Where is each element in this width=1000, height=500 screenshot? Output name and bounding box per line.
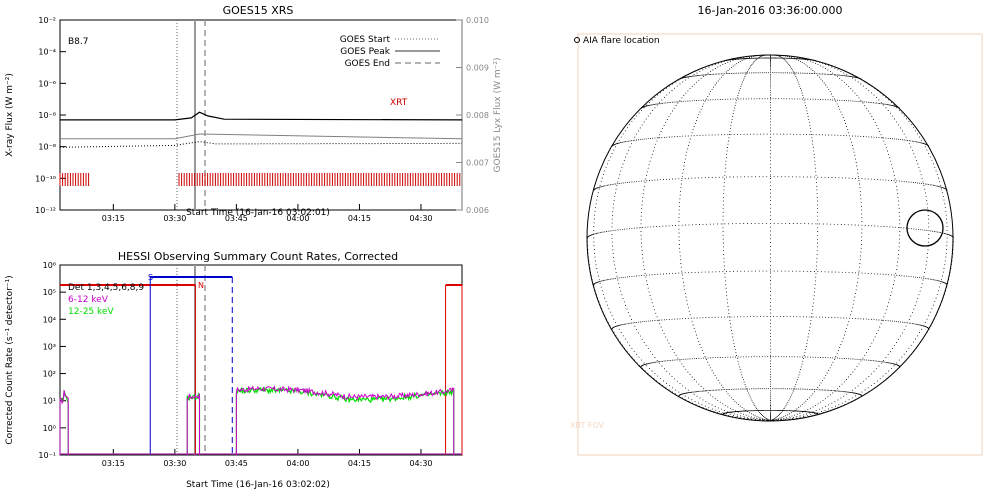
hessi-12-25kev-series xyxy=(59,386,462,455)
goes-right-tick-label: 0.006 xyxy=(466,206,489,215)
hessi-plot-frame xyxy=(59,264,463,456)
hessi-y-tick-label: 10¹ xyxy=(43,397,56,406)
hessi-y-tick-label: 10⁶ xyxy=(43,261,56,270)
hessi-flags xyxy=(60,276,463,455)
aia-legend-label: AIA flare location xyxy=(583,36,660,46)
hessi-6-12kev-series xyxy=(59,385,462,455)
hessi-legend: Det 1,3,4,5,6,8,9 6-12 keV 12-25 keV xyxy=(68,283,144,317)
goes-legend: GOES Start GOES Peak GOES End xyxy=(340,35,440,69)
goes-xrs-short-series xyxy=(59,141,463,148)
goes-x-axis: 03:15 03:30 03:45 04:00 04:15 04:30 xyxy=(102,204,433,223)
x-tick-label: 03:15 xyxy=(102,214,125,223)
goes-left-axis-label: X-ray Flux (W m⁻²) xyxy=(5,73,15,157)
hessi-y-axis-label: Corrected Count Rate (s⁻¹ detector⁻¹) xyxy=(5,275,15,444)
goes-right-tick-label: 0.007 xyxy=(466,159,489,168)
hessi-y-tick-label: 10⁻¹ xyxy=(38,451,56,460)
goes-class-label: B8.7 xyxy=(68,37,89,47)
goes-panel: GOES15 XRS 10⁻² 10⁻⁴ 10⁻⁶ 10⁻⁸ 10⁻⁸ 10⁻¹⁰ 10⁻¹… xyxy=(5,4,503,223)
x-tick-label: 03:45 xyxy=(225,459,248,468)
solar-grid-dots xyxy=(587,54,954,421)
goes-left-tick-label: 10⁻² xyxy=(38,16,56,25)
aia-legend-symbol xyxy=(574,37,580,43)
aia-panel: 16-Jan-2016 03:36:00.000 XRT FOV AIA fla… xyxy=(570,4,983,456)
hessi-legend-12-25: 12-25 keV xyxy=(68,307,114,317)
goes-right-tick-label: 0.008 xyxy=(466,111,489,120)
goes-right-tick-label: 0.010 xyxy=(466,16,489,25)
goes-left-tick-label: 10⁻⁴ xyxy=(38,48,56,57)
goes-xrs-long-series xyxy=(60,111,463,121)
x-tick-label: 03:45 xyxy=(225,214,248,223)
x-tick-label: 04:30 xyxy=(409,459,432,468)
goes-title: GOES15 XRS xyxy=(223,4,294,17)
goes-plot-frame xyxy=(59,19,463,211)
hessi-x-axis: 03:15 03:30 03:45 04:00 04:15 04:30 xyxy=(102,449,433,468)
aia-legend: AIA flare location xyxy=(574,36,660,46)
goes-xrt-coverage xyxy=(59,173,461,186)
hessi-flag-s: S xyxy=(148,273,153,282)
goes-right-tick-label: 0.009 xyxy=(466,64,489,73)
goes-left-tick-label: 10⁻⁶ xyxy=(38,79,56,88)
hessi-panel: HESSI Observing Summary Count Rates, Cor… xyxy=(5,250,463,490)
xrt-fov-box xyxy=(577,33,983,456)
hessi-y-tick-label: 10⁴ xyxy=(43,315,56,324)
aia-title: 16-Jan-2016 03:36:00.000 xyxy=(698,4,843,17)
x-tick-label: 04:00 xyxy=(286,214,309,223)
solar-grid xyxy=(587,54,954,421)
hessi-y-tick-label: 10⁵ xyxy=(43,288,56,297)
hessi-y-tick-label: 10⁰ xyxy=(43,424,56,433)
goes-left-tick-label: 10⁻¹⁰ xyxy=(35,174,56,183)
x-tick-label: 04:30 xyxy=(409,214,432,223)
x-tick-label: 03:30 xyxy=(163,459,186,468)
hessi-flag-n: N xyxy=(198,281,204,290)
hessi-x-axis-label: Start Time (16-Jan-16 03:02:02) xyxy=(186,480,330,490)
goes-xrt-label: XRT xyxy=(390,98,408,108)
xrt-fov-label: XRT FOV xyxy=(570,421,605,430)
goes-right-axis: 0.010 0.009 0.008 0.007 0.006 xyxy=(456,16,489,215)
hessi-y-axis: 10⁶ 10⁵ 10⁴ 10³ 10² 10¹ 10⁰ 10⁻¹ xyxy=(38,261,66,460)
goes-right-axis-label: GOES15 Lyx Flux (W m⁻²) xyxy=(493,58,503,173)
hessi-y-tick-label: 10³ xyxy=(43,342,56,351)
x-tick-label: 04:15 xyxy=(348,459,371,468)
aia-flare-location-marker xyxy=(906,209,944,247)
goes-left-tick-label: 10⁻⁸ xyxy=(38,111,56,120)
legend-goes-peak: GOES Peak xyxy=(340,47,390,57)
legend-goes-start: GOES Start xyxy=(340,35,391,45)
hessi-title: HESSI Observing Summary Count Rates, Cor… xyxy=(118,250,398,263)
goes-x-axis-label: Start Time (16-Jan-16 03:02:01) xyxy=(186,208,330,218)
goes-left-axis: 10⁻² 10⁻⁴ 10⁻⁶ 10⁻⁸ 10⁻⁸ 10⁻¹⁰ 10⁻¹² xyxy=(35,16,66,215)
x-tick-label: 04:00 xyxy=(286,459,309,468)
goes-left-tick-label: 10⁻¹² xyxy=(35,206,56,215)
legend-goes-end: GOES End xyxy=(345,59,390,69)
goes-left-tick-label: 10⁻⁸ xyxy=(38,143,56,152)
x-tick-label: 03:15 xyxy=(102,459,125,468)
x-tick-label: 03:30 xyxy=(163,214,186,223)
hessi-legend-det: Det 1,3,4,5,6,8,9 xyxy=(68,283,144,293)
hessi-y-tick-label: 10² xyxy=(43,370,56,379)
solar-limb xyxy=(586,54,954,422)
x-tick-label: 04:15 xyxy=(348,214,371,223)
goes-lyx-series xyxy=(60,133,463,140)
hessi-legend-6-12: 6-12 keV xyxy=(68,295,109,305)
